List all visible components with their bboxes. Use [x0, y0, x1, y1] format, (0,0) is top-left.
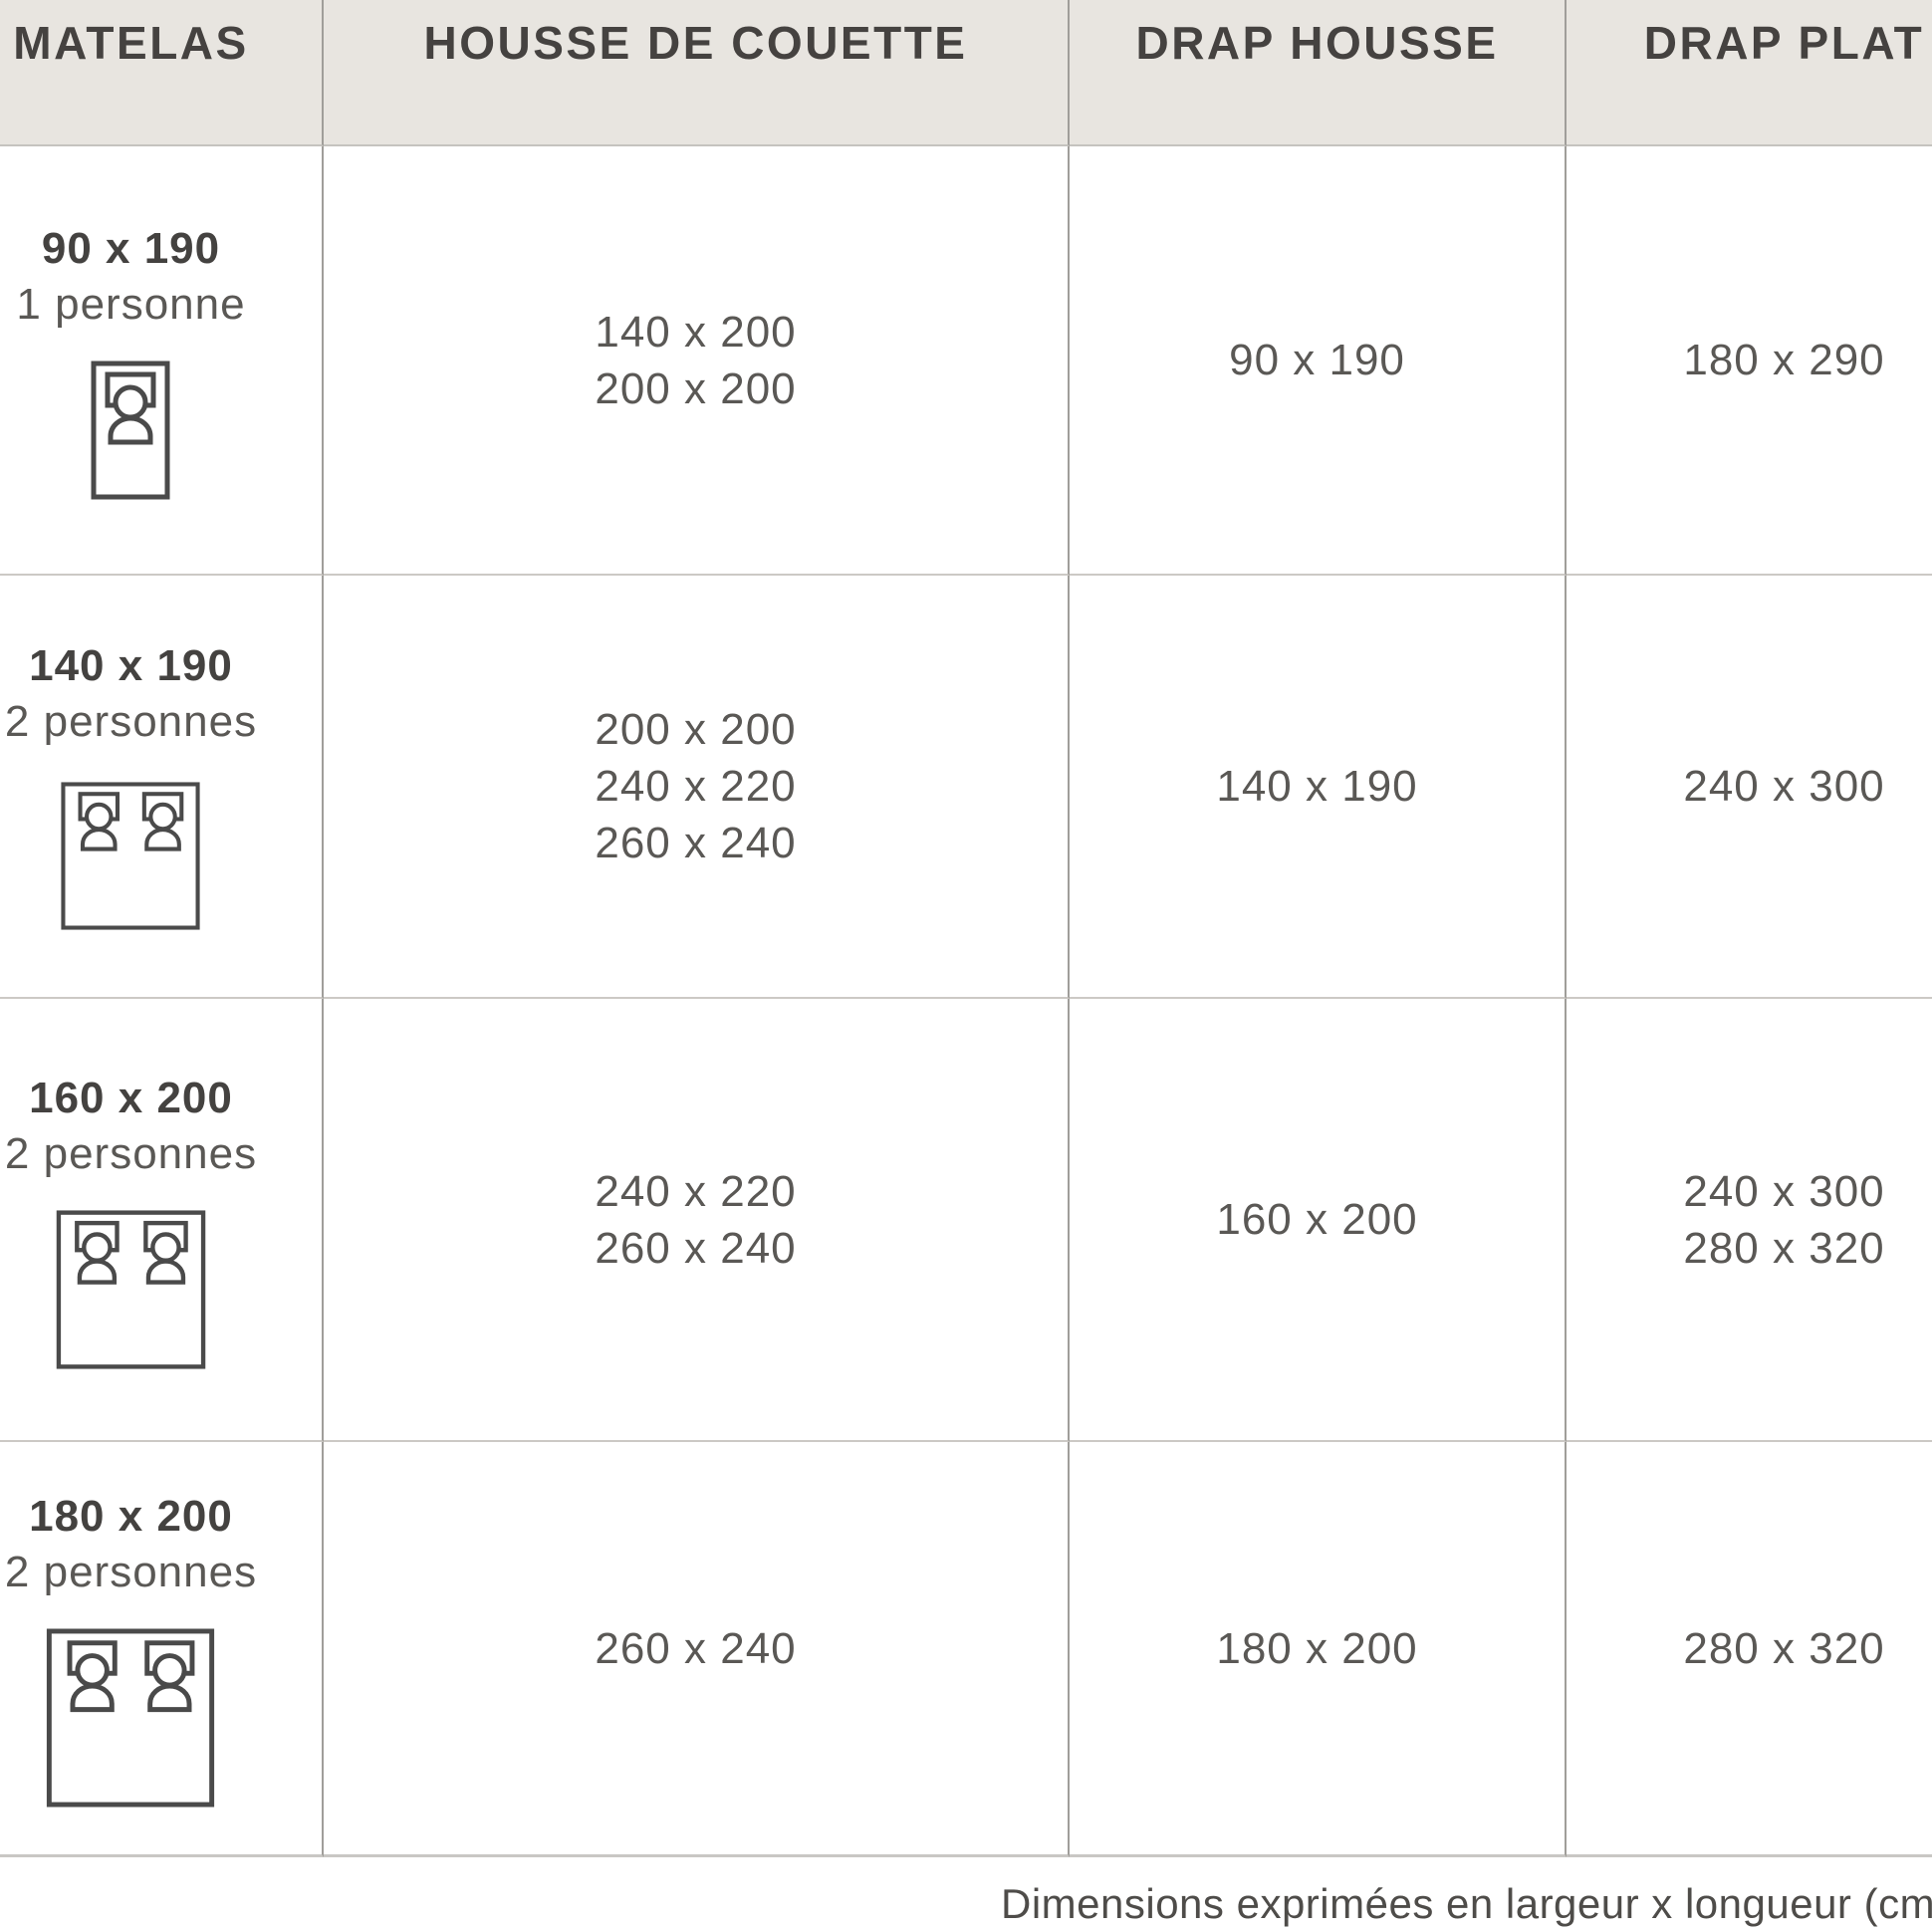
mattress-size: 140 x 190 — [29, 641, 233, 690]
size-values: 180 x 200 — [1216, 1623, 1418, 1673]
mattress-capacity: 2 personnes — [4, 1128, 258, 1178]
size-values: 180 x 290 — [1683, 336, 1885, 384]
drap-housse-cell: 160 x 200 — [1070, 999, 1567, 1442]
mattress-info: 140 x 190 2 personnes — [5, 638, 257, 934]
size-values: 240 x 300 — [1683, 762, 1885, 811]
mattress-info: 90 x 190 1 personne — [16, 221, 245, 500]
drap-plat-cell: 280 x 320 — [1567, 1442, 1932, 1857]
matelas-cell: 180 x 200 2 personnes — [0, 1442, 324, 1857]
size-values: 90 x 190 — [1229, 336, 1405, 384]
size-values: 140 x 200 200 x 200 — [595, 307, 797, 413]
drap-plat-cell: 240 x 300 — [1567, 576, 1932, 999]
size-values: 200 x 200 240 x 220 260 x 240 — [595, 705, 797, 867]
column-label: MATELAS — [13, 17, 249, 69]
size-values: 240 x 220 260 x 240 — [595, 1166, 797, 1273]
mattress-info: 180 x 200 2 personnes — [5, 1489, 257, 1808]
single-bed-icon — [91, 361, 170, 499]
dimensions-footnote: Dimensions exprimées en largeur x longue… — [1001, 1880, 1932, 1927]
matelas-cell: 160 x 200 2 personnes — [0, 999, 324, 1442]
size-values: 260 x 240 — [595, 1623, 797, 1673]
double-bed-icon — [61, 782, 201, 930]
header-cell-matelas: MATELAS — [0, 0, 324, 146]
column-label: DRAP PLAT — [1643, 17, 1925, 69]
housse-de-couette-cell: 240 x 220 260 x 240 — [324, 999, 1070, 1442]
matelas-cell: 90 x 190 1 personne — [0, 146, 324, 576]
size-values: 140 x 190 — [1216, 762, 1418, 811]
mattress-capacity: 1 personne — [16, 279, 246, 329]
mattress-info: 160 x 200 2 personnes — [5, 1071, 257, 1369]
size-guide-table: MATELAS HOUSSE DE COUETTE DRAP HOUSSE DR… — [0, 0, 1932, 1857]
mattress-size: 180 x 200 — [29, 1492, 233, 1541]
housse-de-couette-cell: 140 x 200 200 x 200 — [324, 146, 1070, 576]
drap-plat-cell: 180 x 290 — [1567, 146, 1932, 576]
header-cell-housse-de-couette: HOUSSE DE COUETTE — [324, 0, 1070, 146]
double-bed-icon — [47, 1628, 215, 1808]
mattress-capacity: 2 personnes — [4, 697, 258, 746]
matelas-cell: 140 x 190 2 personnes — [0, 576, 324, 999]
drap-housse-cell: 140 x 190 — [1070, 576, 1567, 999]
housse-de-couette-cell: 260 x 240 — [324, 1442, 1070, 1857]
drap-housse-cell: 180 x 200 — [1070, 1442, 1567, 1857]
size-values: 240 x 300 280 x 320 — [1683, 1166, 1885, 1273]
double-bed-icon — [56, 1209, 206, 1369]
mattress-capacity: 2 personnes — [4, 1548, 258, 1596]
drap-plat-cell: 240 x 300 280 x 320 — [1567, 999, 1932, 1442]
mattress-size: 90 x 190 — [41, 223, 221, 273]
size-values: 160 x 200 — [1216, 1195, 1418, 1244]
column-label: HOUSSE DE COUETTE — [423, 17, 968, 69]
drap-housse-cell: 90 x 190 — [1070, 146, 1567, 576]
housse-de-couette-cell: 200 x 200 240 x 220 260 x 240 — [324, 576, 1070, 999]
mattress-size: 160 x 200 — [29, 1073, 233, 1122]
header-cell-drap-housse: DRAP HOUSSE — [1070, 0, 1567, 146]
size-values: 280 x 320 — [1683, 1623, 1885, 1673]
column-label: DRAP HOUSSE — [1135, 17, 1499, 69]
header-cell-drap-plat: DRAP PLAT — [1567, 0, 1932, 146]
